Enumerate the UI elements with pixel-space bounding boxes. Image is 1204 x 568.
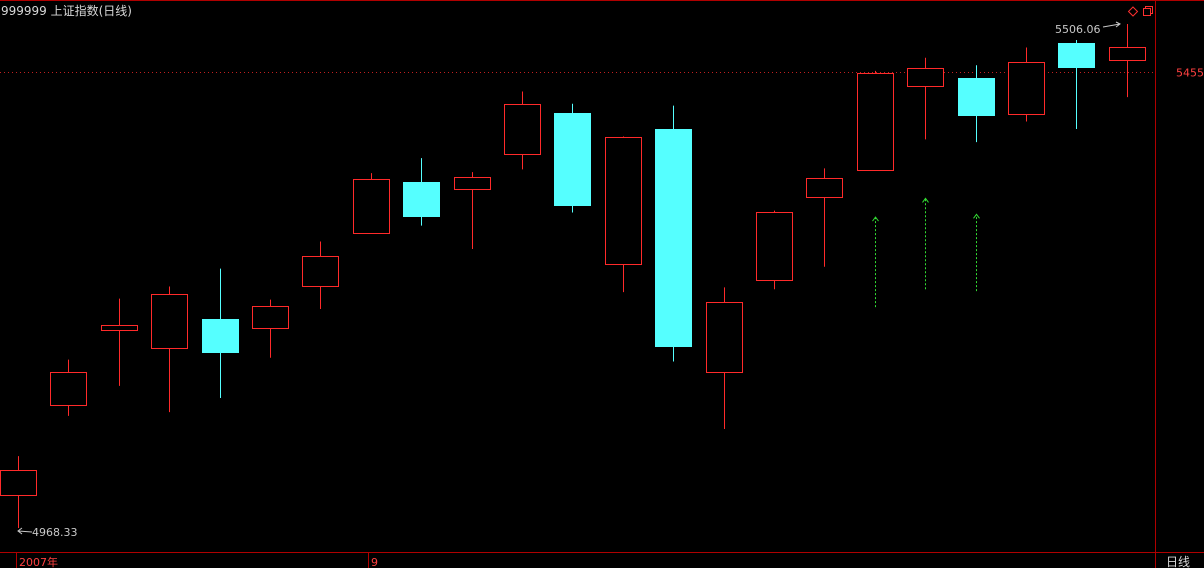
candle <box>756 210 793 290</box>
candle-body-down <box>202 319 239 353</box>
buy-signal-head <box>973 213 980 219</box>
candle-body-up <box>806 178 843 198</box>
candle <box>504 91 541 170</box>
candle <box>554 103 591 213</box>
candle <box>151 286 188 413</box>
candle-body-up <box>504 104 541 155</box>
candle <box>605 136 642 293</box>
low-annotation: 4968.33 <box>17 526 78 539</box>
candle-body-up <box>151 294 188 349</box>
candle-body-up <box>756 212 793 281</box>
candle <box>454 172 491 250</box>
candle <box>857 70 894 171</box>
candle <box>302 241 339 309</box>
x-tick-label: 2007年 <box>19 555 58 568</box>
candle-body-up <box>1008 62 1045 115</box>
high-annotation: 5506.06 <box>1055 21 1121 36</box>
candle <box>706 287 743 429</box>
buy-signal-arrow <box>922 197 929 290</box>
buy-signal-head <box>922 197 929 203</box>
candle-body-up <box>857 73 894 171</box>
candle <box>101 298 138 386</box>
chart-title: 999999 上证指数(日线) <box>1 3 132 18</box>
candle-body-down <box>958 78 995 116</box>
restore-icon[interactable] <box>1143 6 1153 16</box>
candle-body-up <box>907 68 944 87</box>
candle-body-up <box>353 179 390 234</box>
buy-signals <box>872 197 980 308</box>
candle-body-up <box>706 302 743 373</box>
close-icon[interactable] <box>1127 6 1139 17</box>
high-annotation-label: 5506.06 <box>1055 23 1101 36</box>
period-label[interactable]: 日线 <box>1166 555 1190 568</box>
buy-signal-head <box>872 216 879 222</box>
candle-body-up <box>1109 47 1146 61</box>
candle <box>655 105 692 362</box>
candle <box>50 359 87 416</box>
candle <box>202 268 239 399</box>
candle-body-up <box>252 306 289 329</box>
low-annotation-label: 4968.33 <box>32 526 78 539</box>
candle-body-up <box>50 372 87 406</box>
candle <box>1058 39 1095 130</box>
candle <box>353 173 390 234</box>
candle-body-up <box>454 177 491 190</box>
y-tick-label: 5455 <box>1176 67 1204 80</box>
candle <box>806 168 843 267</box>
buy-signal-arrow <box>872 216 879 308</box>
candle-body-down <box>403 182 440 217</box>
candle <box>1109 24 1146 98</box>
candlestick-series <box>0 24 1146 528</box>
x-tick-label: 9 <box>371 556 378 568</box>
candle <box>0 456 37 528</box>
candle-body-down <box>655 129 692 347</box>
candle-body-up <box>302 256 339 287</box>
candle-body-up <box>0 470 37 496</box>
candle-body-up <box>605 137 642 265</box>
buy-signal-arrow <box>973 213 980 292</box>
candle <box>1008 47 1045 122</box>
candle <box>907 57 944 140</box>
candle <box>958 65 995 143</box>
candle <box>252 299 289 358</box>
candle-body-down <box>554 113 591 206</box>
candle-body-down <box>1058 43 1095 68</box>
candle-body-up <box>101 325 138 331</box>
candle <box>403 158 440 226</box>
